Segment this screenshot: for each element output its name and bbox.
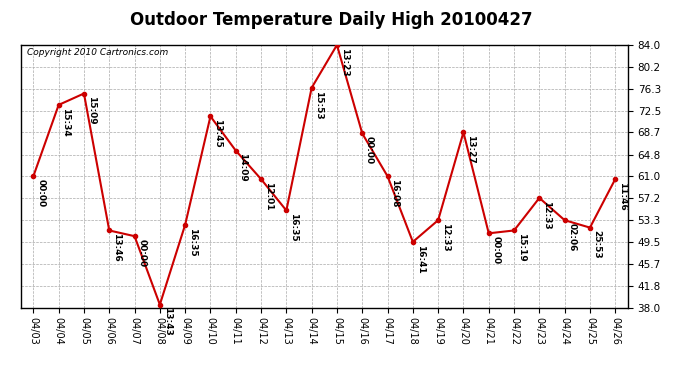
Text: 13:46: 13:46 <box>112 233 121 262</box>
Text: Outdoor Temperature Daily High 20100427: Outdoor Temperature Daily High 20100427 <box>130 11 533 29</box>
Text: 16:35: 16:35 <box>188 228 197 256</box>
Text: 13:23: 13:23 <box>339 48 348 76</box>
Text: 13:27: 13:27 <box>466 135 475 164</box>
Text: 12:01: 12:01 <box>264 182 273 210</box>
Text: 15:09: 15:09 <box>87 96 96 125</box>
Text: 00:00: 00:00 <box>491 236 500 264</box>
Text: 12:33: 12:33 <box>542 201 551 230</box>
Text: 13:43: 13:43 <box>163 308 172 336</box>
Text: 16:35: 16:35 <box>289 213 298 242</box>
Text: 00:00: 00:00 <box>365 136 374 164</box>
Text: 16:41: 16:41 <box>415 244 424 273</box>
Text: 15:19: 15:19 <box>517 233 526 262</box>
Text: 02:06: 02:06 <box>567 223 576 251</box>
Text: 12:33: 12:33 <box>441 223 450 252</box>
Text: 13:45: 13:45 <box>213 119 222 148</box>
Text: 16:08: 16:08 <box>391 179 400 207</box>
Text: Copyright 2010 Cartronics.com: Copyright 2010 Cartronics.com <box>27 48 168 57</box>
Text: 11:46: 11:46 <box>618 182 627 211</box>
Text: 15:53: 15:53 <box>315 91 324 119</box>
Text: 00:00: 00:00 <box>36 179 45 207</box>
Text: 14:09: 14:09 <box>239 153 248 182</box>
Text: 15:34: 15:34 <box>61 108 70 136</box>
Text: 00:00: 00:00 <box>137 239 146 267</box>
Text: 25:53: 25:53 <box>593 230 602 259</box>
